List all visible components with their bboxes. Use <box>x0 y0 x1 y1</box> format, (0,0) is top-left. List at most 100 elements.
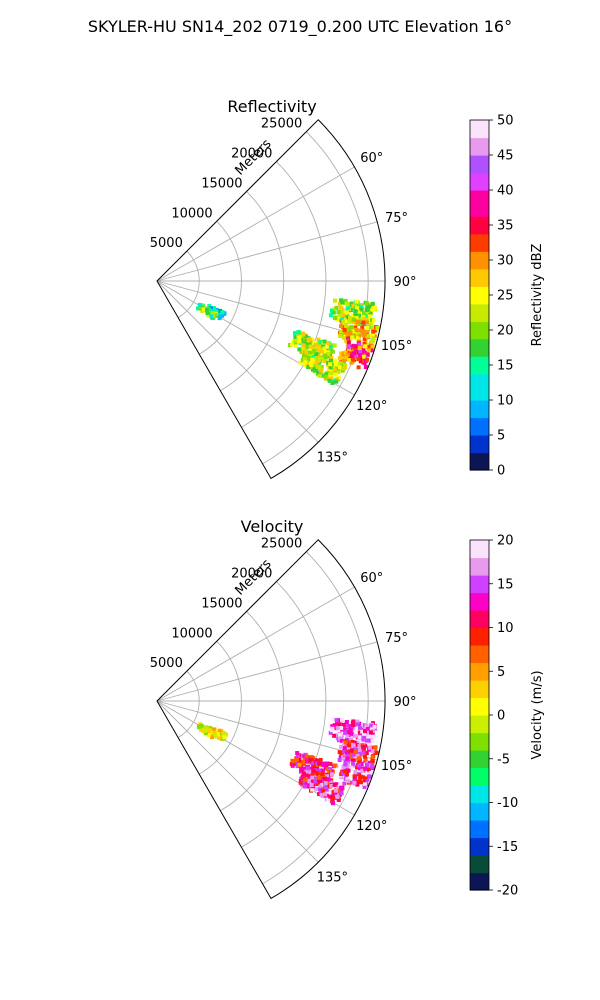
echo-pixel <box>314 786 319 791</box>
colorbar-tick-label: -10 <box>497 796 518 811</box>
echo-pixel <box>339 298 344 303</box>
echo-pixel <box>301 771 306 776</box>
echo-pixel <box>348 308 353 313</box>
echo-pixel <box>342 746 347 751</box>
echo-pixel <box>330 381 335 386</box>
echo-pixel <box>327 378 332 383</box>
echo-pixel <box>350 335 355 340</box>
echo-pixel <box>319 349 324 354</box>
echo-pixel <box>304 350 309 355</box>
echo-pixel <box>363 365 368 370</box>
echo-pixel <box>342 781 347 786</box>
colorbar-segment <box>470 146 489 156</box>
echo-pixel <box>219 313 224 318</box>
echo-pixel <box>322 339 327 344</box>
echo-pixel <box>364 301 369 306</box>
echo-pixel <box>344 355 349 360</box>
colorbar-label: Velocity (m/s) <box>530 670 545 759</box>
echo-pixel <box>370 344 375 349</box>
echo-pixel <box>362 784 367 789</box>
echo-pixel <box>345 772 350 777</box>
echo-pixel <box>364 314 369 319</box>
echo-pixel <box>345 337 350 342</box>
colorbar-tick-label: 30 <box>497 254 514 269</box>
azimuth-tick-label: 135° <box>317 450 348 465</box>
echo-pixel <box>344 313 349 318</box>
echo-pixel <box>303 362 308 367</box>
echo-pixel <box>322 346 327 351</box>
echo-pixel <box>363 766 368 771</box>
echo-pixel <box>363 738 368 743</box>
echo-pixel <box>342 365 347 370</box>
colorbar-segment <box>470 802 489 812</box>
echo-pixel <box>207 729 212 734</box>
colorbar-tick-label: 0 <box>497 709 505 724</box>
echo-pixel <box>360 729 365 734</box>
echo-pixel <box>364 743 369 748</box>
echo-pixel <box>333 315 338 320</box>
echo-pixel <box>331 362 336 367</box>
echo-pixel <box>341 356 346 361</box>
colorbar-segment <box>470 365 489 375</box>
echo-pixel <box>366 741 371 746</box>
echo-pixel <box>358 328 363 333</box>
echo-pixel <box>302 784 307 789</box>
echo-pixel <box>337 313 342 318</box>
echo-pixel <box>351 722 356 727</box>
echo-pixel <box>356 756 361 761</box>
echo-pixel <box>294 338 299 343</box>
echo-pixel <box>341 352 346 357</box>
echo-pixel <box>339 726 344 731</box>
echo-pixel <box>206 308 211 313</box>
echo-pixel <box>339 791 344 796</box>
azimuth-spoke <box>156 280 319 443</box>
colorbar-tick-label: 20 <box>497 324 514 339</box>
echo-pixel <box>333 788 338 793</box>
colorbar-tick-label: 20 <box>497 534 514 549</box>
echo-pixel <box>351 329 356 334</box>
echo-pixel <box>303 341 308 346</box>
echo-pixel <box>309 760 314 765</box>
echo-pixel <box>332 790 337 795</box>
echo-pixel <box>215 731 220 736</box>
echo-pixel <box>310 355 315 360</box>
echo-pixel <box>362 317 367 322</box>
echo-pixel <box>310 772 315 777</box>
echo-pixel <box>346 340 351 345</box>
echo-pixel <box>370 301 375 306</box>
echo-pixel <box>297 762 302 767</box>
echo-pixel <box>331 801 336 806</box>
echo-pixel <box>341 722 346 727</box>
azimuth-tick-label: 75° <box>385 631 408 646</box>
echo-pixel <box>357 773 362 778</box>
echo-pixel <box>320 772 325 777</box>
echo-pixel <box>352 780 357 785</box>
echo-pixel <box>363 757 368 762</box>
echo-pixel <box>297 347 302 352</box>
echo-pixel <box>362 781 367 786</box>
echo-pixel <box>370 326 375 331</box>
echo-pixel <box>362 341 367 346</box>
colorbar-segment <box>470 548 489 559</box>
echo-pixel <box>333 372 338 377</box>
echo-pixel <box>330 349 335 354</box>
echo-pixel <box>349 325 354 330</box>
range-tick-label: 20000 <box>231 147 272 162</box>
echo-pixel <box>294 757 299 762</box>
echo-pixel <box>349 748 354 753</box>
colorbar-tick-label: -15 <box>497 840 518 855</box>
colorbar-segment <box>470 268 489 279</box>
echo-pixel <box>346 743 351 748</box>
echo-pixel <box>352 763 357 768</box>
range-tick-label: 5000 <box>150 236 183 251</box>
echo-pixel <box>301 759 306 764</box>
echo-pixel <box>324 764 329 769</box>
echo-pixel <box>313 357 318 362</box>
echo-pixel <box>334 305 339 310</box>
echo-pixel <box>338 361 343 366</box>
echo-pixel <box>347 319 352 324</box>
echo-pixel <box>335 721 340 726</box>
echo-pixel <box>328 349 333 354</box>
azimuth-tick-label: 135° <box>317 870 348 885</box>
echo-pixel <box>293 335 298 340</box>
